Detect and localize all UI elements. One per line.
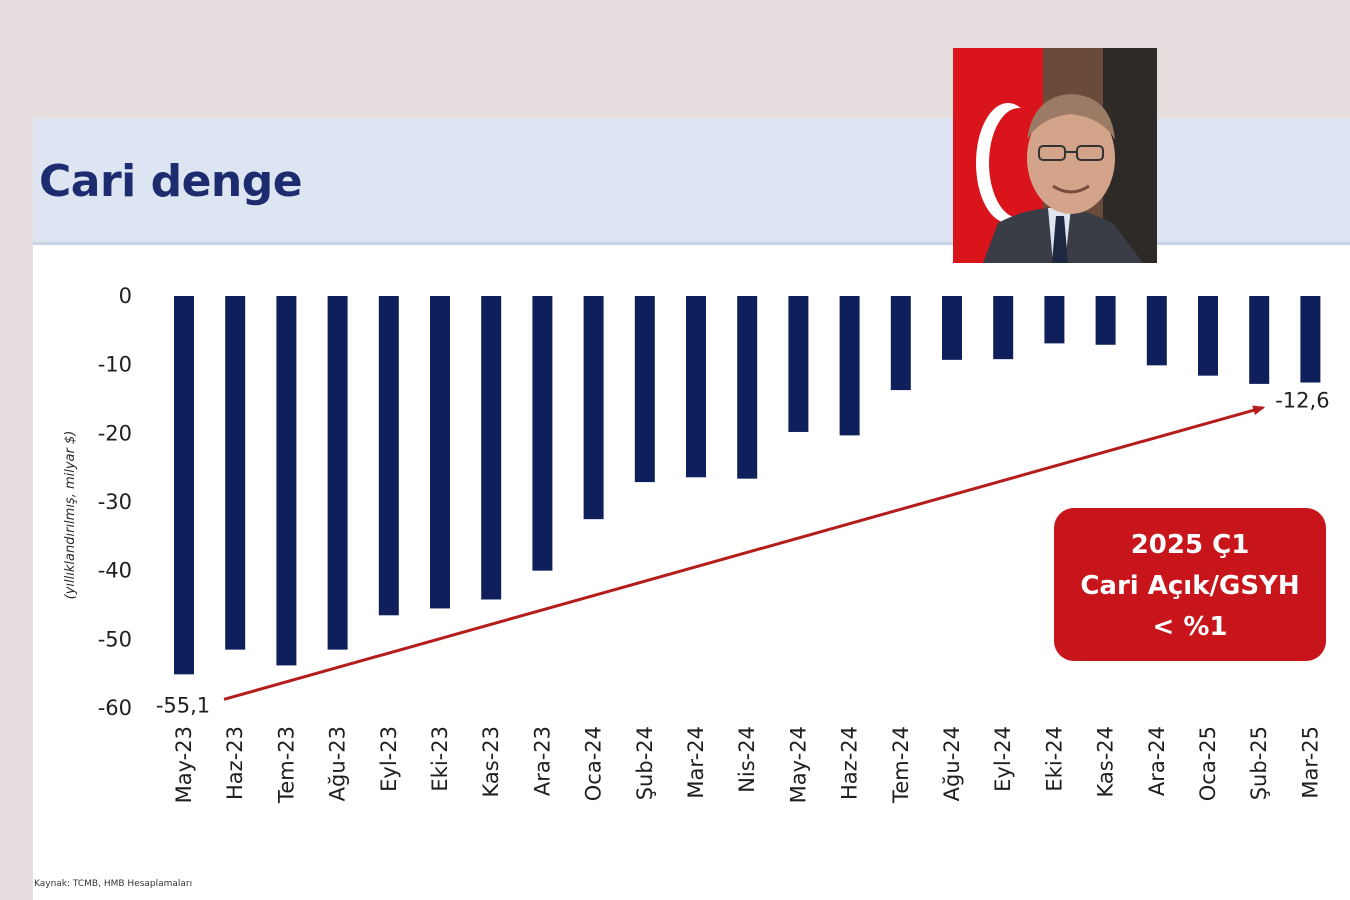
x-tick-label: Ağu-23: [326, 726, 350, 801]
x-tick-label: May-24: [786, 726, 810, 803]
x-tick-label: Eyl-23: [377, 726, 401, 792]
x-tick-label: Oca-25: [1196, 726, 1220, 801]
y-tick-label: -40: [98, 559, 132, 583]
x-tick-label: Mar-24: [684, 726, 708, 799]
x-tick-label: Mar-25: [1298, 726, 1322, 799]
x-tick-label: May-23: [172, 726, 196, 803]
bar: [430, 296, 450, 609]
x-tick-label: Eki-23: [428, 726, 452, 792]
x-tick-label: Haz-23: [223, 726, 247, 800]
source-note: Kaynak: TCMB, HMB Hesaplamaları: [34, 879, 193, 889]
x-tick-label: Tem-23: [274, 726, 298, 804]
bar: [327, 296, 348, 650]
x-tick-label: Şub-24: [633, 726, 657, 800]
x-tick-label: Ağu-24: [940, 726, 964, 801]
x-tick-label: Nis-24: [735, 726, 759, 793]
x-tick-label: Ara-23: [530, 726, 554, 796]
x-tick-label: Kas-23: [479, 726, 503, 798]
x-tick-label: Şub-25: [1247, 726, 1271, 800]
bar: [532, 296, 553, 571]
bar: [378, 296, 399, 616]
y-tick-label: 0: [119, 284, 132, 308]
bar: [1095, 296, 1116, 345]
bar: [634, 296, 655, 483]
x-axis-labels: May-23 Haz-23 Tem-23 Ağu-23 Eyl-23 Eki-23 Kas-…: [172, 726, 1322, 804]
bar: [942, 296, 962, 360]
callout-box: 2025 Ç1 Cari Açık/GSYH < %1: [1054, 508, 1326, 661]
y-tick-label: -60: [98, 696, 132, 720]
y-axis-title: (yıllıklandırılmış, milyar $): [63, 431, 78, 600]
bar: [890, 296, 911, 391]
annotation-end-value: -12,6: [1275, 389, 1329, 413]
x-tick-label: Eki-24: [1042, 726, 1066, 792]
bar: [1249, 296, 1270, 384]
annotation-start-value: -55,1: [156, 693, 210, 717]
bar: [1300, 296, 1321, 383]
bar: [583, 296, 604, 520]
x-tick-label: Oca-24: [582, 726, 606, 801]
bar: [686, 296, 706, 478]
trend-arrow: [223, 405, 1266, 701]
callout-line-3: < %1: [1153, 612, 1228, 642]
bar: [1198, 296, 1218, 376]
y-tick-label: -30: [98, 490, 132, 514]
x-tick-label: Kas-24: [1094, 726, 1118, 798]
bar: [481, 296, 502, 600]
bar: [839, 296, 860, 436]
portrait-with-flag-icon: [953, 48, 1157, 263]
page-title: Cari denge: [39, 156, 303, 207]
bar: [1044, 296, 1065, 344]
bar: [174, 296, 194, 675]
x-tick-label: Haz-24: [838, 726, 862, 800]
x-tick-label: Eyl-24: [991, 726, 1015, 792]
bar: [276, 296, 297, 666]
y-tick-label: -20: [98, 421, 132, 445]
y-tick-label: -50: [98, 627, 132, 651]
x-tick-label: Ara-24: [1145, 726, 1169, 796]
portrait-photo: [953, 48, 1157, 263]
callout-line-1: 2025 Ç1: [1131, 530, 1250, 560]
bars: [174, 296, 1321, 675]
y-tick-label: -10: [98, 353, 132, 377]
y-axis-ticks: 0 -10 -20 -30 -40 -50 -60: [98, 284, 132, 720]
x-tick-label: Tem-24: [889, 726, 913, 804]
bar: [225, 296, 246, 650]
bar: [993, 296, 1014, 360]
bar: [737, 296, 758, 479]
bar: [1146, 296, 1167, 366]
bar: [788, 296, 809, 432]
callout-line-2: Cari Açık/GSYH: [1080, 571, 1299, 601]
